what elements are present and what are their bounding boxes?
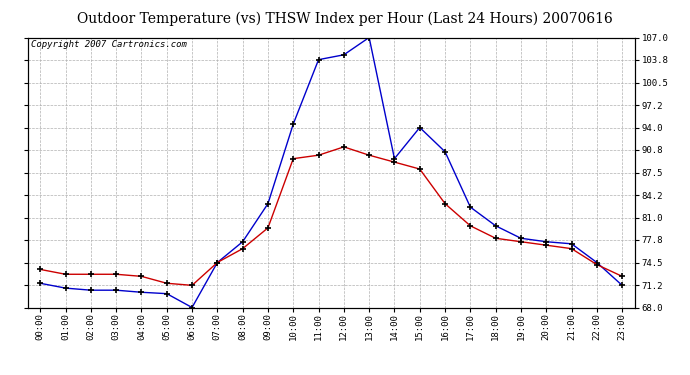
Text: Copyright 2007 Cartronics.com: Copyright 2007 Cartronics.com	[30, 40, 186, 49]
Text: Outdoor Temperature (vs) THSW Index per Hour (Last 24 Hours) 20070616: Outdoor Temperature (vs) THSW Index per …	[77, 11, 613, 26]
